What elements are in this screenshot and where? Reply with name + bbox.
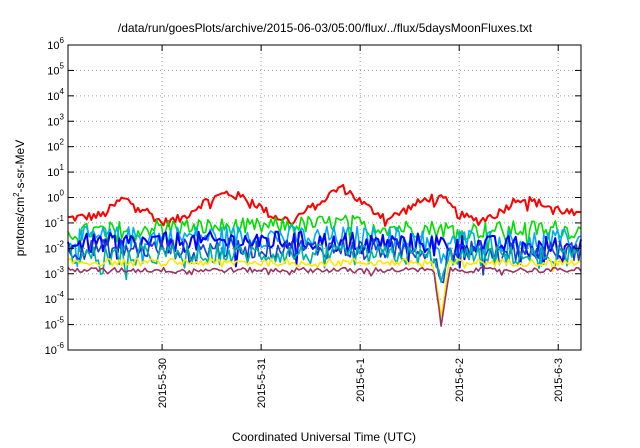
y-tick-label: 104 xyxy=(47,87,64,103)
series-line-7 xyxy=(67,257,582,318)
y-tick-label: 101 xyxy=(47,163,64,179)
y-tick-label: 10-3 xyxy=(45,265,65,281)
y-tick-label: 103 xyxy=(47,112,64,128)
series-line-4 xyxy=(67,230,582,269)
x-axis-ticks: 2015-5-30 2015-5-31 2015-6-1 2015-6-2 2015-6… xyxy=(157,45,565,408)
x-tick-label: 2015-5-30 xyxy=(157,358,169,408)
y-tick-label: 10-1 xyxy=(45,214,65,230)
y-tick-label: 100 xyxy=(47,189,64,205)
y-tick-label: 105 xyxy=(47,61,64,77)
data-series xyxy=(67,183,582,327)
y-tick-label: 10-5 xyxy=(45,316,65,332)
series-line-8 xyxy=(67,266,582,327)
y-tick-label: 102 xyxy=(47,138,64,154)
series-line-6 xyxy=(67,244,582,283)
x-tick-label: 2015-6-3 xyxy=(553,358,565,402)
y-tick-label: 10-2 xyxy=(45,239,65,255)
x-tick-label: 2015-6-2 xyxy=(454,358,466,402)
y-axis-ticks: 10-6 10-5 10-4 10-3 10-2 10-1 100 101 102 103 104 1… xyxy=(45,36,581,357)
y-axis-label: protons/cm2-s-sr-MeV xyxy=(12,140,27,256)
x-axis-label: Coordinated Universal Time (UTC) xyxy=(232,430,416,444)
grid-lines xyxy=(68,44,581,351)
y-tick-label: 10-4 xyxy=(45,290,65,306)
series-line-1 xyxy=(68,183,582,227)
chart-title: /data/run/goesPlots/archive/2015-06-03/0… xyxy=(118,21,533,35)
x-tick-label: 2015-6-1 xyxy=(355,358,367,402)
series-line-2 xyxy=(67,214,582,253)
x-tick-label: 2015-5-31 xyxy=(256,358,268,408)
y-tick-label: 106 xyxy=(47,36,64,52)
y-tick-label: 10-6 xyxy=(45,341,65,357)
